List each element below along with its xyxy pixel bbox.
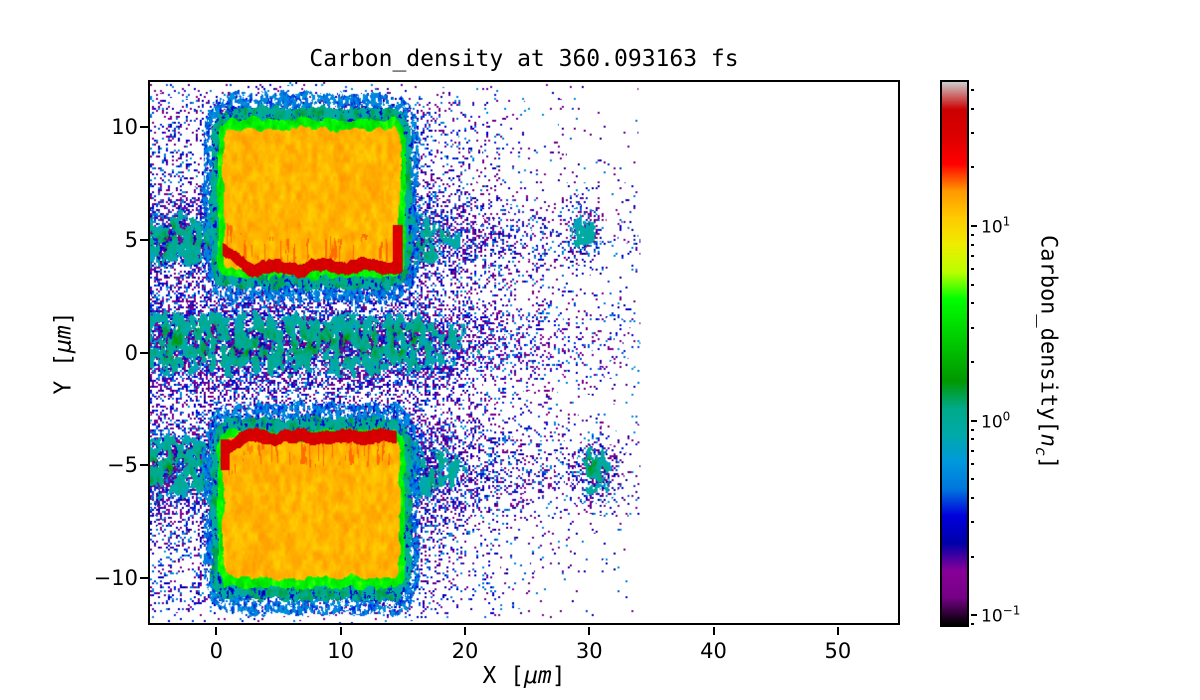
colorbar-minor-tick-mark [971,302,974,305]
x-tick-mark [712,627,715,635]
x-label-pre: X [ [482,663,524,689]
colorbar-minor-tick-mark [971,555,974,558]
y-label-post: ] [51,310,78,325]
plot-title: Carbon_density at 360.093163 fs [309,46,739,72]
colorbar-minor-tick-mark [971,478,974,481]
colorbar-minor-tick-mark [971,88,974,91]
colorbar-minor-tick-mark [971,361,974,364]
y-tick-label: 10 [111,115,138,140]
colorbar-tick-mark [971,419,977,422]
y-axis-label: Y [μm] [44,80,84,625]
colorbar-minor-tick-mark [971,132,974,135]
y-axis-label-text: Y [μm] [51,311,77,394]
heatmap-canvas [150,82,898,623]
colorbar-minor-tick-mark [971,243,974,246]
colorbar-minor-tick-mark [971,255,974,258]
colorbar-minor-tick-mark [971,326,974,329]
colorbar-minor-tick-mark [971,233,974,236]
colorbar-tick-mark [971,224,977,227]
x-tick-label: 50 [824,639,852,663]
x-tick-label: 20 [451,639,479,663]
x-tick-label: 10 [327,639,355,663]
y-tick-mark [140,351,148,354]
plot-area [148,80,900,625]
colorbar-label-symbol: n [1035,433,1061,448]
colorbar-minor-tick-mark [971,462,974,465]
colorbar-label-pre: Carbon_density[ [1035,235,1061,434]
x-tick-mark [463,627,466,635]
y-tick-label: 0 [124,340,138,365]
colorbar-minor-tick-mark [971,107,974,110]
x-label-unit: μm [523,663,552,689]
x-axis-label: X [μm] [148,663,900,689]
colorbar [940,80,969,627]
colorbar-label-text: Carbon_density[nc] [1032,235,1060,469]
y-label-pre: Y [ [51,352,78,395]
x-tick-mark [588,627,591,635]
y-tick-label: −5 [107,453,138,478]
colorbar-minor-tick-mark [971,283,974,286]
y-tick-mark [140,238,148,241]
colorbar-label: Carbon_density[nc] [1020,80,1072,625]
y-tick-mark [140,126,148,129]
x-tick-mark [836,627,839,635]
colorbar-minor-tick-mark [971,428,974,431]
colorbar-minor-tick-mark [971,166,974,169]
y-label-unit: μm [51,324,78,353]
x-tick-mark [215,627,218,635]
colorbar-minor-tick-mark [971,268,974,271]
colorbar-minor-tick-mark [971,449,974,452]
y-tick-mark [140,464,148,467]
x-tick-label: 40 [700,639,727,663]
x-label-post: ] [551,663,566,689]
colorbar-tick-label: 10−1 [981,603,1021,627]
colorbar-tick-label: 100 [981,409,1011,432]
y-tick-mark [140,576,148,579]
y-tick-label: −10 [93,565,138,590]
colorbar-tick-label: 101 [981,214,1011,238]
x-tick-mark [339,627,342,635]
colorbar-tick-mark [971,614,977,617]
colorbar-label-post: ] [1035,456,1061,470]
colorbar-gradient-canvas [942,82,967,625]
colorbar-minor-tick-mark [971,623,974,626]
colorbar-minor-tick-mark [971,438,974,441]
colorbar-minor-tick-mark [971,521,974,524]
colorbar-minor-tick-mark [971,497,974,500]
x-tick-label: 0 [209,639,224,663]
y-tick-label: 5 [124,227,138,252]
x-tick-label: 30 [575,639,603,663]
